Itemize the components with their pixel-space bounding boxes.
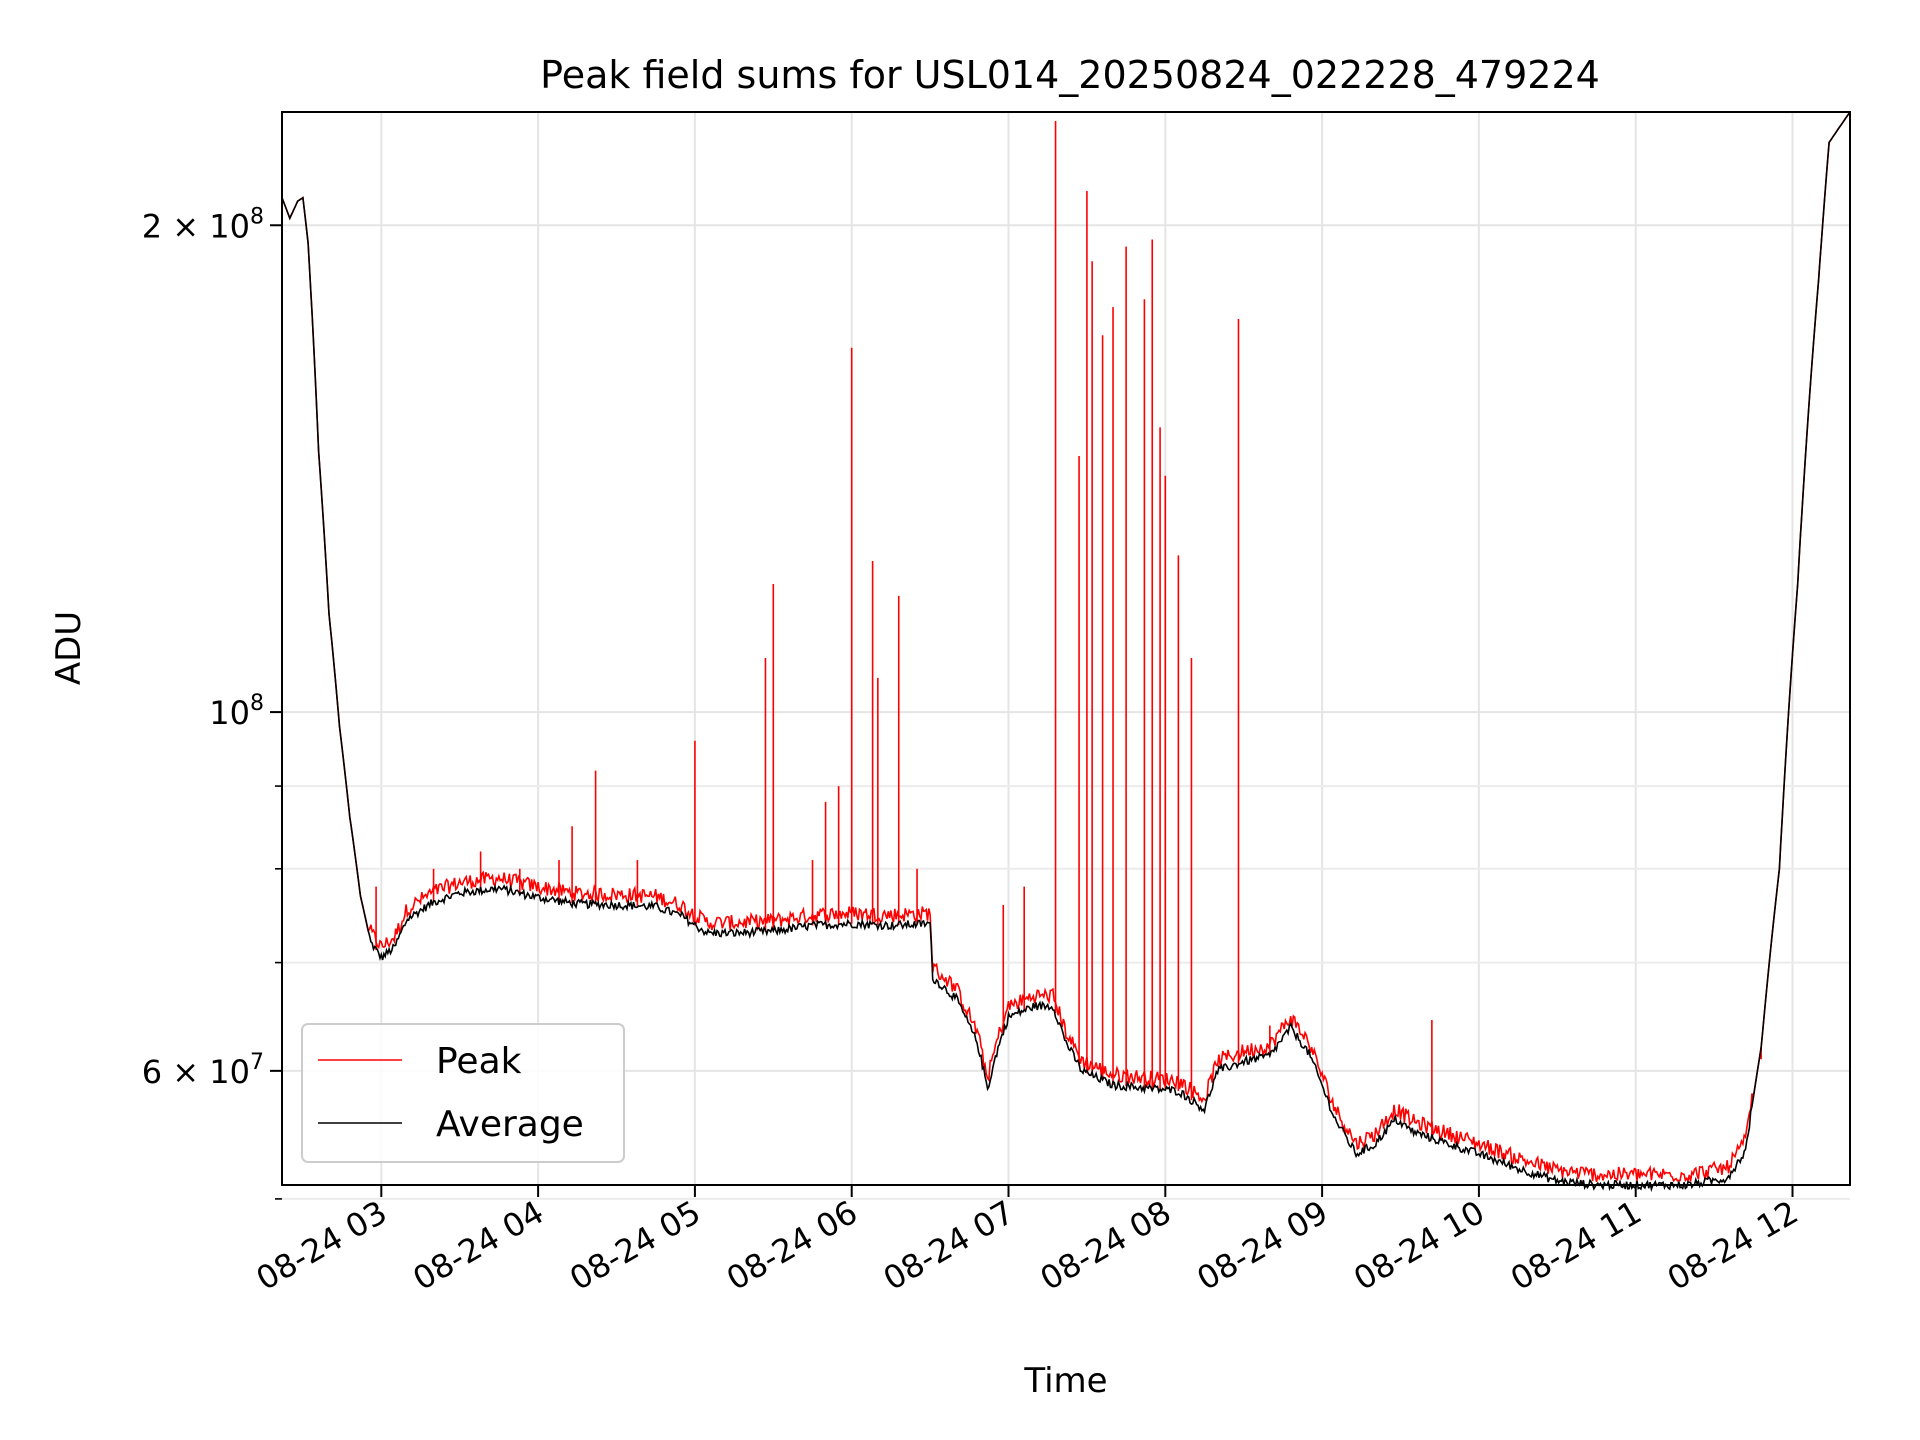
plot-frame	[281, 111, 1851, 1186]
x-axis-label: Time	[1023, 1361, 1107, 1401]
legend-box	[301, 1023, 625, 1163]
y-axis-label: ADU	[49, 611, 89, 685]
y-tick-label: 108	[209, 691, 264, 732]
y-tick-label: 6 × 107	[142, 1050, 264, 1091]
chart-title: Peak field sums for USL014_20250824_0222…	[540, 53, 1600, 97]
peak-series-line	[281, 111, 1851, 1184]
y-tick-label: 2 × 108	[142, 204, 264, 245]
legend-average-label: Average	[436, 1104, 584, 1145]
legend: Peak Average	[301, 1023, 625, 1163]
legend-peak-label: Peak	[436, 1041, 522, 1082]
